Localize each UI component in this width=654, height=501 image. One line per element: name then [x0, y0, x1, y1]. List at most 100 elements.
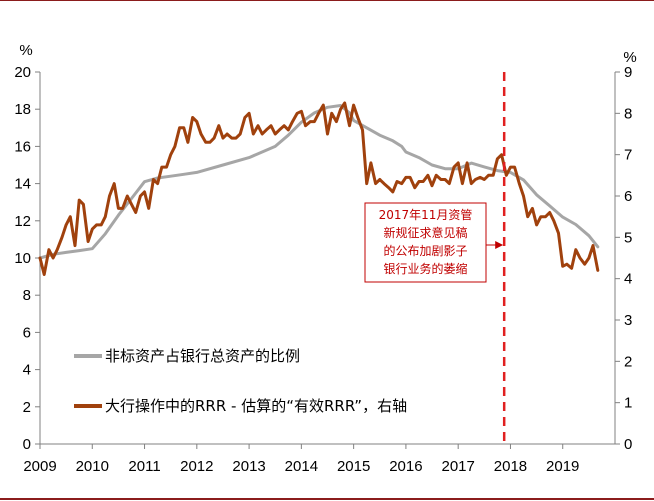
- series-2-point: [579, 257, 581, 259]
- series-2-point: [170, 154, 172, 156]
- series-2-point: [300, 110, 302, 112]
- series-2-point: [318, 112, 320, 114]
- series-2-point: [313, 121, 315, 123]
- series-2-point: [379, 178, 381, 181]
- series-2-point: [122, 207, 124, 209]
- series-2-point: [126, 195, 128, 197]
- y-left-tick-label: 4: [23, 362, 31, 379]
- series-2-point: [501, 154, 503, 156]
- series-2-point: [69, 216, 71, 218]
- series-1-point: [222, 164, 224, 166]
- series-2-point: [375, 183, 377, 185]
- series-1-point: [562, 216, 564, 218]
- y-left-unit: %: [19, 42, 32, 59]
- series-2-point: [309, 121, 311, 123]
- series-2-point: [161, 166, 163, 168]
- series-2-point: [278, 129, 280, 131]
- y-left-tick-label: 10: [14, 250, 31, 267]
- series-2-point: [213, 137, 215, 139]
- x-tick-label: 2014: [285, 458, 318, 475]
- y-left-tick-label: 14: [14, 176, 31, 193]
- series-2-point: [257, 125, 259, 127]
- annotation-line: 的公布加剧影子: [383, 243, 467, 258]
- series-2-point: [48, 249, 50, 251]
- y-left-tick-label: 6: [23, 324, 31, 341]
- x-tick-label: 2017: [441, 458, 474, 475]
- series-2-point: [322, 104, 324, 106]
- series-2-point: [571, 267, 573, 269]
- series-1-point: [300, 121, 302, 123]
- x-tick-label: 2015: [337, 458, 370, 475]
- series-2-point: [557, 232, 560, 234]
- series-1-point: [170, 175, 172, 177]
- series-2-point: [470, 183, 472, 185]
- series-2-point: [427, 174, 429, 176]
- series-2-point: [366, 183, 368, 185]
- series-2-point: [431, 185, 433, 187]
- series-1-point: [104, 233, 106, 235]
- series-2-point: [409, 176, 411, 178]
- y-right-tick-label: 8: [624, 105, 632, 122]
- annotation-arrowhead: [495, 241, 504, 249]
- series-2-point: [527, 216, 529, 218]
- series-2-point: [514, 166, 516, 168]
- series-1-point: [326, 106, 329, 108]
- series-2-point: [165, 166, 168, 168]
- series-1-point: [496, 170, 498, 172]
- series-2-point: [518, 183, 520, 185]
- series-2-point: [200, 133, 202, 135]
- y-left-tick-label: 8: [23, 287, 31, 304]
- series-2-point: [396, 180, 398, 183]
- series-2-point: [91, 228, 93, 230]
- legend-label-2: 大行操作中的RRR - 估算的“有效RRR”，右轴: [105, 397, 407, 415]
- series-2-point: [265, 129, 267, 131]
- series-2-point: [544, 216, 547, 218]
- series-2-point: [326, 133, 329, 135]
- series-2-point: [505, 174, 507, 176]
- series-2-point: [483, 178, 485, 181]
- series-2-point: [536, 224, 538, 226]
- series-2-point: [261, 133, 263, 135]
- series-2-point: [448, 183, 450, 185]
- series-2-point: [370, 162, 372, 164]
- series-2-point: [205, 141, 207, 143]
- series-1-point: [444, 168, 446, 170]
- y-right-tick-label: 4: [624, 271, 632, 288]
- series-2-point: [509, 166, 512, 168]
- series-1-point: [418, 157, 420, 159]
- y-right-tick-label: 1: [624, 395, 632, 412]
- series-1-point: [522, 179, 525, 181]
- series-2-point: [304, 125, 307, 127]
- y-right-tick-label: 2: [624, 353, 632, 370]
- series-2-point: [117, 207, 119, 209]
- series-2-point: [152, 178, 154, 181]
- series-2-point: [248, 112, 250, 114]
- series-2-point: [540, 216, 542, 218]
- series-2-point: [244, 116, 246, 119]
- series-2-point: [130, 203, 133, 205]
- series-2-point: [588, 257, 590, 259]
- series-2-point: [592, 245, 594, 247]
- series-1-point: [588, 235, 590, 237]
- series-1-point: [91, 248, 93, 250]
- series-2-point: [296, 112, 298, 114]
- series-2-point: [466, 162, 468, 164]
- series-1-point: [248, 157, 250, 159]
- series-1-point: [597, 246, 599, 248]
- y-right-tick-label: 5: [624, 229, 632, 246]
- series-2-point: [405, 176, 407, 178]
- y-right-tick-label: 7: [624, 147, 632, 164]
- series-2-point: [553, 220, 555, 222]
- series-2-point: [283, 125, 285, 127]
- series-2-point: [422, 180, 424, 183]
- series-2-point: [179, 127, 181, 129]
- annotation-line: 2017年11月资管: [379, 207, 473, 222]
- series-2-point: [575, 249, 577, 251]
- y-right-tick-label: 6: [624, 188, 632, 205]
- series-2-point: [113, 183, 115, 185]
- series-1-point: [274, 145, 276, 147]
- series-2-point: [157, 183, 159, 185]
- series-1-point: [287, 134, 289, 136]
- series-2-point: [274, 133, 276, 135]
